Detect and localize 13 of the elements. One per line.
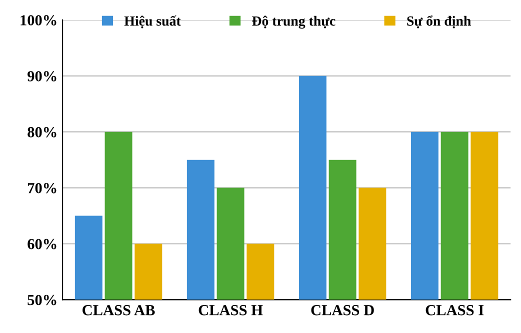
- x-tick-label: CLASS D: [311, 305, 374, 316]
- y-tick-label: 90%: [28, 71, 56, 82]
- y-tick-label: 70%: [28, 182, 56, 194]
- y-tick-label: 100%: [20, 15, 56, 26]
- x-tick-label: CLASS I: [426, 305, 484, 316]
- x-tick-label: CLASS AB: [82, 305, 155, 316]
- legend-label: Độ trung thực: [252, 16, 336, 29]
- legend-label: Sự ổn định: [407, 15, 471, 28]
- y-tick-label: 50%: [28, 294, 56, 306]
- y-tick-label: 60%: [28, 238, 56, 250]
- legend-label: Hiệu suất: [124, 15, 181, 28]
- x-tick-label: CLASS H: [198, 305, 263, 316]
- y-tick-label: 80%: [28, 127, 56, 138]
